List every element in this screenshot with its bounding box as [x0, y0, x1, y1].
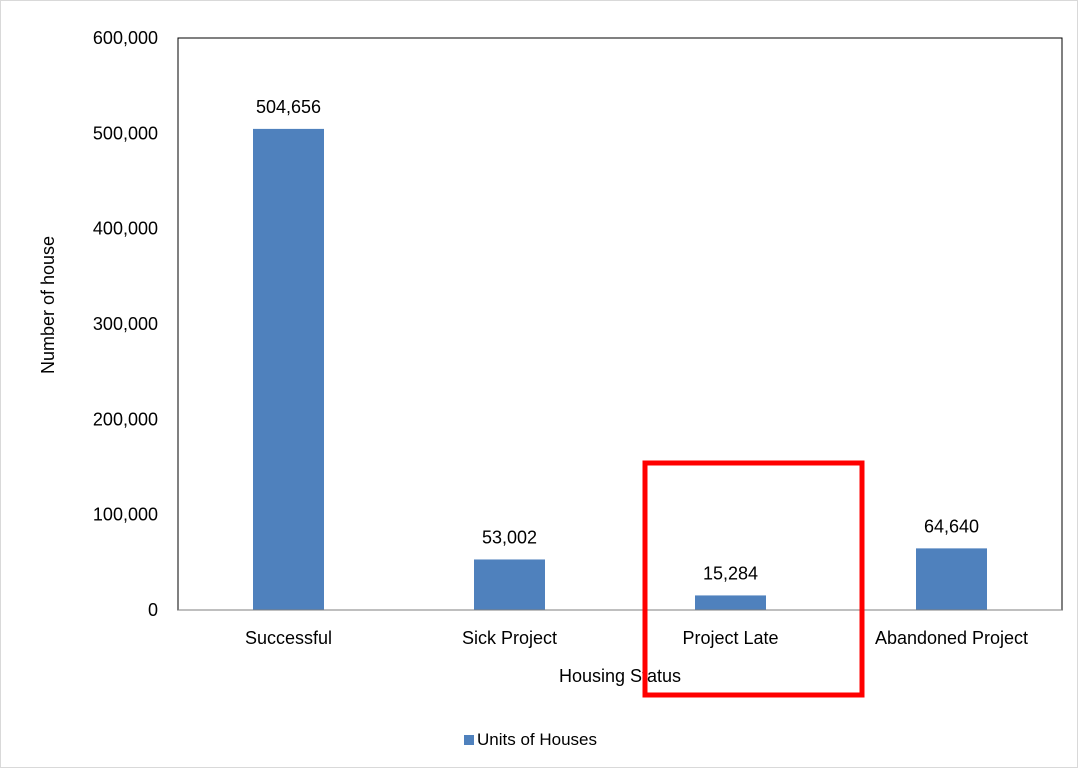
data-label: 53,002 [482, 527, 537, 547]
y-axis-ticks: 0 100,000 200,000 300,000 400,000 500,000 600,… [93, 28, 158, 620]
legend-swatch [464, 735, 474, 745]
x-axis-tick-labels: Successful Sick Project Project Late Abando… [245, 628, 1028, 648]
bar [916, 548, 987, 610]
y-tick-label: 500,000 [93, 123, 158, 143]
data-label: 64,640 [924, 516, 979, 536]
x-tick-label: Abandoned Project [875, 628, 1028, 648]
bars [253, 128, 987, 610]
y-tick-label: 400,000 [93, 219, 158, 239]
data-label: 15,284 [703, 563, 758, 583]
data-label: 504,656 [256, 97, 321, 117]
y-tick-label: 600,000 [93, 28, 158, 48]
y-tick-label: 100,000 [93, 505, 158, 525]
bar [695, 595, 766, 610]
bar [474, 559, 545, 610]
y-tick-label: 200,000 [93, 409, 158, 429]
y-axis-title: Number of house [38, 236, 58, 374]
y-tick-label: 0 [148, 600, 158, 620]
highlight-box [642, 460, 865, 698]
x-tick-label: Sick Project [462, 628, 557, 648]
bar [253, 128, 324, 610]
data-labels: 504,656 53,002 15,284 64,640 [256, 97, 979, 584]
x-axis-title: Housing Status [559, 666, 681, 686]
y-tick-label: 300,000 [93, 314, 158, 334]
legend-label: Units of Houses [477, 730, 597, 749]
x-tick-label: Project Late [682, 628, 778, 648]
legend: Units of Houses [464, 730, 597, 749]
x-tick-label: Successful [245, 628, 332, 648]
